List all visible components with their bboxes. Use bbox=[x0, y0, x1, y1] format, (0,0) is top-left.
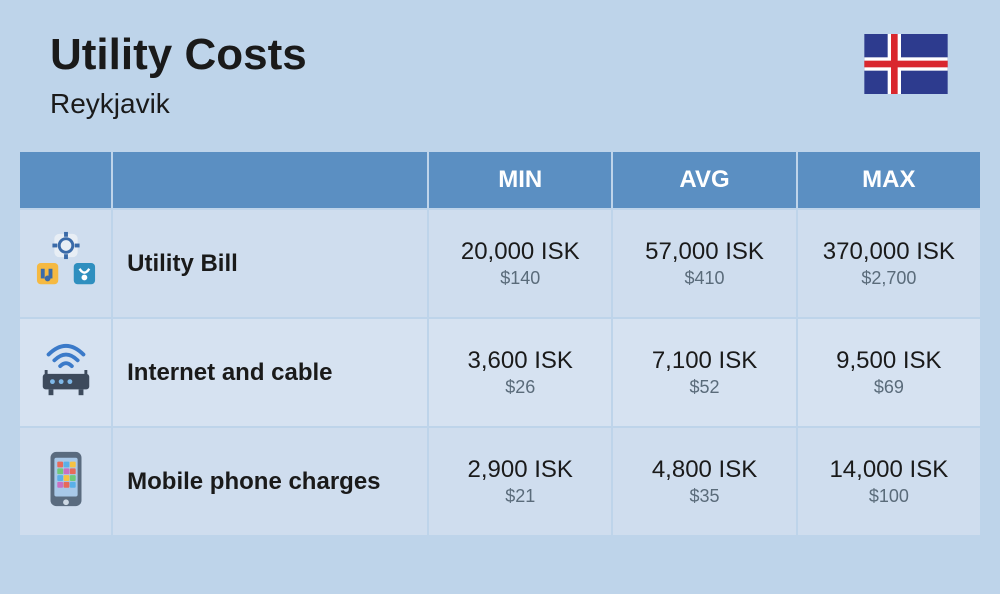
usd-value: $100 bbox=[808, 486, 970, 507]
cell-icon bbox=[20, 210, 111, 317]
cell-max: 370,000 ISK $2,700 bbox=[798, 210, 980, 317]
page-title: Utility Costs bbox=[50, 30, 307, 80]
router-icon bbox=[35, 339, 97, 401]
isk-value: 57,000 ISK bbox=[623, 238, 785, 266]
usd-value: $410 bbox=[623, 268, 785, 289]
isk-value: 20,000 ISK bbox=[439, 238, 601, 266]
iceland-flag-icon bbox=[862, 34, 950, 94]
usd-value: $21 bbox=[439, 486, 601, 507]
isk-value: 4,800 ISK bbox=[623, 456, 785, 484]
usd-value: $26 bbox=[439, 377, 601, 398]
table-header-row: MIN AVG MAX bbox=[20, 152, 980, 208]
cell-min: 2,900 ISK $21 bbox=[429, 428, 611, 535]
utility-icon bbox=[35, 230, 97, 292]
page-subtitle: Reykjavik bbox=[50, 88, 307, 120]
usd-value: $140 bbox=[439, 268, 601, 289]
col-icon bbox=[20, 152, 111, 208]
row-label: Internet and cable bbox=[113, 319, 427, 426]
cell-min: 20,000 ISK $140 bbox=[429, 210, 611, 317]
isk-value: 14,000 ISK bbox=[808, 456, 970, 484]
usd-value: $69 bbox=[808, 377, 970, 398]
usd-value: $2,700 bbox=[808, 268, 970, 289]
cost-table: MIN AVG MAX bbox=[0, 150, 1000, 537]
isk-value: 9,500 ISK bbox=[808, 347, 970, 375]
cell-max: 9,500 ISK $69 bbox=[798, 319, 980, 426]
cell-icon bbox=[20, 319, 111, 426]
col-min: MIN bbox=[429, 152, 611, 208]
cell-avg: 57,000 ISK $410 bbox=[613, 210, 795, 317]
col-max: MAX bbox=[798, 152, 980, 208]
cell-avg: 4,800 ISK $35 bbox=[613, 428, 795, 535]
isk-value: 3,600 ISK bbox=[439, 347, 601, 375]
usd-value: $35 bbox=[623, 486, 785, 507]
usd-value: $52 bbox=[623, 377, 785, 398]
cell-icon bbox=[20, 428, 111, 535]
table-row: Mobile phone charges 2,900 ISK $21 4,800… bbox=[20, 428, 980, 535]
title-block: Utility Costs Reykjavik bbox=[50, 30, 307, 120]
isk-value: 7,100 ISK bbox=[623, 347, 785, 375]
col-label bbox=[113, 152, 427, 208]
row-label: Mobile phone charges bbox=[113, 428, 427, 535]
table-row: Internet and cable 3,600 ISK $26 7,100 I… bbox=[20, 319, 980, 426]
table-row: Utility Bill 20,000 ISK $140 57,000 ISK … bbox=[20, 210, 980, 317]
cell-avg: 7,100 ISK $52 bbox=[613, 319, 795, 426]
isk-value: 2,900 ISK bbox=[439, 456, 601, 484]
cell-min: 3,600 ISK $26 bbox=[429, 319, 611, 426]
cell-max: 14,000 ISK $100 bbox=[798, 428, 980, 535]
isk-value: 370,000 ISK bbox=[808, 238, 970, 266]
row-label: Utility Bill bbox=[113, 210, 427, 317]
header: Utility Costs Reykjavik bbox=[0, 0, 1000, 150]
phone-icon bbox=[35, 448, 97, 510]
col-avg: AVG bbox=[613, 152, 795, 208]
